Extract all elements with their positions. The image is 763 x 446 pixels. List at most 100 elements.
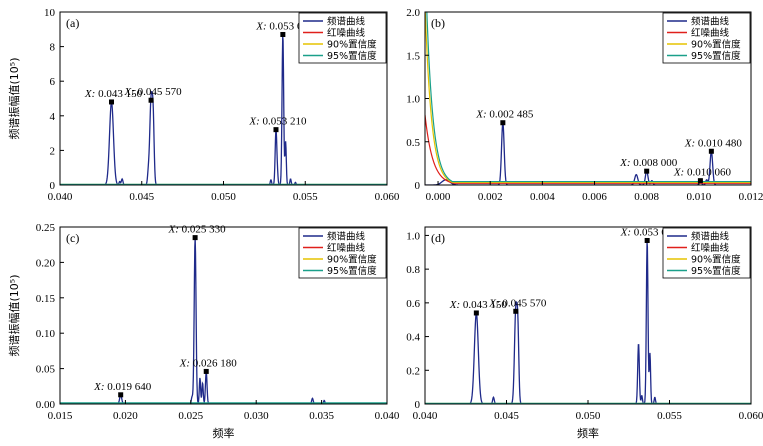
- datatip-prefix: X:: [475, 109, 486, 121]
- legend-entry: 红噪曲线: [691, 27, 730, 39]
- datatip-value: 0.008 000: [631, 157, 678, 169]
- x-tick-label: 0.050: [211, 191, 236, 203]
- datatip-label: X: 0.053 630: [255, 20, 314, 32]
- y-tick-label: 0.05: [36, 364, 56, 376]
- datatip-value: 0.019 640: [105, 381, 152, 393]
- datatip-value: 0.045 570: [500, 297, 547, 309]
- panel-label: (c): [66, 231, 79, 245]
- series-line-频谱曲线: [60, 36, 387, 185]
- datatip-marker: [148, 97, 154, 103]
- legend-entry: 频谱曲线: [691, 16, 730, 28]
- datatip-value: 0.053 630: [267, 20, 314, 32]
- y-tick-label: 10: [44, 7, 56, 19]
- datatip-marker: [513, 308, 519, 314]
- series-line-90%置信度: [425, 12, 751, 184]
- datatip-prefix: X:: [449, 299, 460, 311]
- x-tick-label: 0.040: [48, 191, 73, 203]
- datatip-label: X: 0.043 150: [449, 299, 508, 311]
- datatip-marker: [118, 392, 124, 398]
- datatip-label: X: 0.045 570: [488, 297, 547, 309]
- y-tick-label: 0: [50, 180, 56, 192]
- datatip-label: X: 0.045 570: [123, 86, 182, 98]
- legend-entry: 红噪曲线: [327, 27, 366, 39]
- panel-b: 0.000 0.002 0.004 0.006 0.008 0.010 0.012 0 0.5 1…: [406, 7, 763, 203]
- datatip-prefix: X:: [179, 357, 190, 369]
- y-tick-label: 2.0: [406, 7, 420, 19]
- datatip-marker: [644, 237, 650, 243]
- y-tick-label: 1.5: [406, 50, 420, 62]
- x-tick-label: 0.055: [293, 191, 318, 203]
- legend-entry: 90%置信度: [691, 39, 741, 51]
- plot-frame: [59, 226, 388, 405]
- legend-entry: 90%置信度: [691, 254, 741, 266]
- datatip-prefix: X:: [84, 88, 95, 100]
- x-tick-label: 0.012: [739, 191, 763, 203]
- panel-label: (d): [431, 231, 445, 245]
- x-tick-label: 0.002: [478, 191, 503, 203]
- datatip-prefix: X:: [488, 297, 499, 309]
- panel-label: (a): [66, 16, 79, 30]
- datatip-label: X: 0.053 210: [248, 116, 307, 128]
- y-tick-label: 0: [415, 399, 421, 411]
- legend-entry: 95%置信度: [327, 50, 377, 62]
- y-tick-label: 0.4: [406, 332, 420, 344]
- datatip-value: 0.025 330: [179, 224, 226, 236]
- datatip-prefix: X:: [93, 381, 104, 393]
- x-tick-label: 0.060: [375, 191, 400, 203]
- x-axis-label: 频率: [577, 426, 599, 440]
- legend-entry: 红噪曲线: [327, 242, 366, 254]
- datatip-label: X: 0.043 150: [84, 88, 143, 100]
- x-tick-label: 0.008: [634, 191, 659, 203]
- y-tick-label: 1.0: [406, 94, 420, 106]
- datatip-label: X: 0.025 330: [168, 224, 227, 236]
- x-tick-label: 0.040: [413, 410, 438, 422]
- y-tick-label: 8: [50, 42, 56, 54]
- legend-entry: 90%置信度: [327, 39, 377, 51]
- x-tick-label: 0.060: [739, 410, 763, 422]
- datatip-marker: [109, 99, 115, 105]
- x-tick-label: 0.030: [244, 410, 269, 422]
- y-tick-label: 1.0: [406, 230, 420, 242]
- datatip-marker: [697, 178, 703, 184]
- x-tick-label: 0.010: [686, 191, 711, 203]
- series-line-红噪曲线: [425, 114, 751, 184]
- datatip-marker: [280, 31, 286, 37]
- datatip-label: X: 0.002 485: [475, 109, 534, 121]
- y-tick-label: 0.15: [36, 293, 56, 305]
- panel-a: 0.040 0.045 0.050 0.055 0.060 0 2 4 6 8 10 (a) X: 0.…: [7, 7, 400, 203]
- datatip-value: 0.010 060: [684, 167, 731, 179]
- datatip-prefix: X:: [123, 86, 134, 98]
- datatip-label: X: 0.026 180: [179, 357, 238, 369]
- datatip-prefix: X:: [684, 137, 695, 149]
- y-tick-label: 0.00: [36, 399, 56, 411]
- x-tick-label: 0.020: [113, 410, 138, 422]
- legend-entry: 95%置信度: [691, 265, 741, 277]
- x-tick-label: 0.015: [48, 410, 73, 422]
- datatip-value: 0.002 485: [487, 109, 534, 121]
- legend-entry: 红噪曲线: [691, 242, 730, 254]
- x-tick-label: 0.000: [426, 191, 451, 203]
- x-tick-label: 0.055: [657, 410, 682, 422]
- legend-entry: 频谱曲线: [691, 231, 730, 243]
- datatip-marker: [644, 168, 650, 174]
- x-tick-label: 0.035: [309, 410, 334, 422]
- legend-box: [298, 12, 387, 64]
- datatip-prefix: X:: [673, 167, 684, 179]
- datatip-value: 0.043 150: [95, 88, 142, 100]
- y-tick-label: 4: [50, 111, 56, 123]
- datatip-label: X: 0.010 480: [684, 137, 743, 149]
- datatip-marker: [473, 310, 479, 316]
- x-tick-label: 0.025: [178, 410, 203, 422]
- datatip-value: 0.026 180: [190, 357, 237, 369]
- y-tick-label: 0.8: [406, 264, 420, 276]
- x-axis-label: 频率: [213, 426, 235, 440]
- datatip-value: 0.010 480: [695, 137, 742, 149]
- datatip-marker: [500, 120, 506, 126]
- x-tick-label: 0.045: [494, 410, 519, 422]
- y-tick-label: 0.2: [406, 365, 420, 377]
- datatip-value: 0.045 570: [135, 86, 182, 98]
- panel-label: (b): [431, 16, 445, 30]
